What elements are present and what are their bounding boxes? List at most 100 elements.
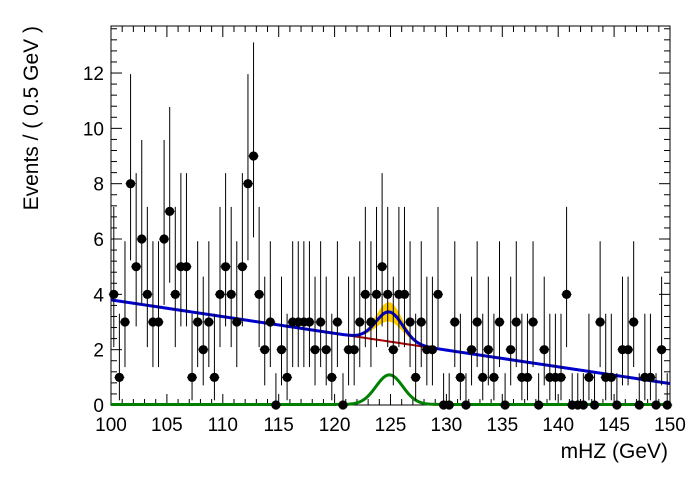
data-point (366, 317, 376, 327)
total-fit-curve (110, 298, 671, 386)
data-point (193, 317, 203, 327)
data-point (534, 400, 544, 410)
data-point (304, 317, 315, 327)
x-axis-title: mHZ (GeV) (561, 440, 668, 463)
data-point (662, 400, 672, 410)
data-point (578, 400, 588, 410)
data-point (316, 317, 326, 327)
data-point (478, 372, 488, 382)
data-point (153, 317, 164, 327)
data-point (506, 345, 516, 355)
data-point (399, 289, 410, 299)
data-point (612, 400, 622, 410)
data-point (377, 262, 387, 272)
y-tick-label: 10 (83, 119, 104, 140)
data-point (120, 317, 130, 327)
data-point (265, 317, 275, 327)
data-point (427, 345, 438, 355)
data-point (360, 289, 370, 299)
data-point (232, 317, 242, 327)
data-point (338, 400, 348, 410)
data-point (444, 400, 454, 410)
data-point (645, 372, 656, 382)
data-point (109, 289, 119, 299)
data-point (623, 345, 633, 355)
data-point (159, 234, 169, 244)
y-tick-label: 8 (93, 175, 104, 196)
data-point (383, 289, 393, 299)
data-point (282, 372, 292, 382)
data-point (416, 317, 426, 327)
data-point (500, 400, 510, 410)
data-point (332, 317, 342, 327)
x-tick-label: 115 (264, 415, 294, 436)
x-tick-label: 150 (654, 415, 686, 436)
y-tick-label: 4 (93, 285, 104, 306)
data-point (271, 400, 281, 410)
data-point (455, 372, 465, 382)
data-point (556, 372, 566, 382)
data-point (220, 262, 231, 272)
data-point (321, 345, 331, 355)
data-point (243, 179, 253, 189)
y-tick-label: 6 (93, 230, 104, 251)
data-point (114, 372, 124, 382)
data-point (165, 206, 175, 216)
data-point (657, 345, 667, 355)
data-point (254, 289, 264, 299)
data-point (528, 317, 538, 327)
data-point (355, 317, 365, 327)
data-point (489, 372, 499, 382)
data-point (584, 372, 594, 382)
data-point (461, 400, 471, 410)
data-point (209, 372, 220, 382)
x-tick-label: 145 (598, 415, 630, 436)
y-tick-label: 0 (93, 396, 104, 417)
data-point (198, 345, 208, 355)
data-point (629, 317, 639, 327)
x-tick-label: 120 (319, 415, 351, 436)
data-point (226, 289, 236, 299)
data-point (450, 317, 460, 327)
y-tick-label: 12 (83, 64, 104, 85)
data-point (137, 234, 147, 244)
data-point (522, 372, 533, 382)
data-point (589, 400, 600, 410)
data-point (411, 372, 421, 382)
data-point (170, 289, 180, 299)
x-tick-label: 140 (542, 415, 574, 436)
data-point (595, 317, 605, 327)
data-point (651, 400, 661, 410)
data-point (204, 317, 214, 327)
tick-labels: 100 105 110 115 120 125 130 135 140 145 150 0 2 4 6 8 10… (83, 64, 686, 436)
data-point (371, 289, 382, 299)
y-tick-label: 2 (93, 341, 104, 362)
data-point (539, 345, 549, 355)
x-tick-label: 110 (208, 415, 238, 436)
data-point (181, 262, 192, 272)
data-point (405, 317, 415, 327)
data-point (606, 372, 616, 382)
data-point (187, 372, 197, 382)
x-tick-label: 100 (95, 415, 127, 436)
data-point (511, 317, 521, 327)
data-point (310, 345, 320, 355)
y-axis-title: Events / ( 0.5 GeV ) (20, 26, 43, 210)
data-points (108, 42, 673, 410)
data-point (327, 372, 337, 382)
data-point (142, 289, 152, 299)
data-point (472, 317, 482, 327)
data-point (248, 151, 259, 161)
data-point (634, 400, 644, 410)
data-point (388, 345, 398, 355)
x-tick-label: 130 (431, 415, 463, 436)
data-point (349, 345, 359, 355)
data-point (260, 345, 270, 355)
data-point (433, 289, 443, 299)
x-tick-label: 105 (151, 415, 183, 436)
data-point (561, 289, 572, 299)
data-point (237, 262, 247, 272)
data-point (466, 345, 477, 355)
